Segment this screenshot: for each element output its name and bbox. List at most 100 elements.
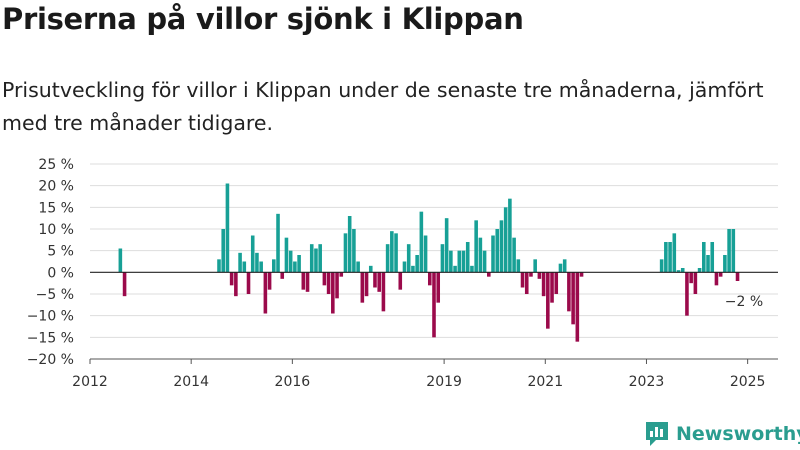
- bar: [512, 237, 516, 273]
- bar: [550, 272, 554, 303]
- bar: [491, 235, 495, 273]
- bar: [331, 272, 335, 314]
- bar: [659, 259, 664, 273]
- y-tick-label: −10 %: [27, 309, 74, 325]
- last-value-annotation: −2 %: [725, 294, 763, 310]
- newsworthy-logo: Newsworthy: [644, 420, 800, 448]
- bar: [356, 261, 360, 273]
- x-tick-label: 2014: [173, 374, 209, 390]
- bar: [567, 272, 571, 312]
- bar: [436, 272, 441, 303]
- bar: [288, 250, 293, 273]
- bar: [710, 242, 715, 273]
- bar: [360, 272, 365, 303]
- bar: [373, 272, 377, 288]
- bar: [314, 248, 318, 273]
- bar: [702, 242, 706, 273]
- bar: [368, 265, 373, 273]
- bar: [427, 272, 432, 286]
- bar: [394, 233, 398, 273]
- bar: [503, 207, 508, 273]
- bar: [482, 250, 487, 273]
- bar: [238, 252, 242, 273]
- y-tick-label: 15 %: [38, 200, 74, 216]
- bar: [280, 272, 285, 279]
- bar: [693, 272, 698, 294]
- bar: [377, 272, 381, 292]
- y-tick-label: 5 %: [47, 244, 74, 260]
- x-tick-label: 2019: [426, 374, 462, 390]
- y-tick-label: −15 %: [27, 330, 74, 346]
- bar: [558, 263, 563, 273]
- bar: [487, 272, 491, 277]
- bar: [499, 220, 504, 273]
- bar: [457, 250, 462, 273]
- y-axis-labels: 25 % 20 % 15 % 10 % 5 % 0 % −5 % −10 % −15 % −20 …: [27, 157, 74, 368]
- x-tick-label: 2016: [275, 374, 311, 390]
- bar: [118, 248, 123, 273]
- bar: [267, 272, 272, 290]
- bar: [727, 229, 731, 273]
- bar: [301, 272, 306, 290]
- bar: [263, 272, 268, 314]
- bar: [284, 237, 289, 273]
- bar: [508, 198, 512, 273]
- bar: [672, 233, 677, 273]
- bar: [364, 272, 369, 297]
- brand-name: Newsworthy: [676, 423, 800, 445]
- bar: [520, 272, 525, 288]
- newsworthy-icon: [646, 422, 668, 446]
- bar: [305, 272, 310, 292]
- bar: [217, 259, 221, 273]
- bar: [242, 261, 247, 273]
- bar: [541, 272, 546, 297]
- bar: [478, 237, 483, 273]
- bar: [402, 261, 407, 273]
- bar: [339, 272, 344, 277]
- bar: [385, 244, 390, 273]
- bar: [537, 272, 542, 279]
- bar: [470, 265, 474, 273]
- bar: [533, 259, 537, 273]
- bar: [461, 250, 466, 273]
- x-tick-label: 2012: [72, 374, 108, 390]
- bar: [575, 272, 580, 342]
- bar: [571, 272, 575, 325]
- y-tick-label: 20 %: [38, 179, 74, 195]
- bar: [398, 272, 403, 290]
- bar: [423, 235, 428, 273]
- bar: [293, 261, 297, 273]
- x-tick-label: 2021: [527, 374, 563, 390]
- x-axis-labels: 2012 2014 2016 2019 2021 2023 2025: [72, 359, 765, 390]
- bar: [714, 272, 719, 286]
- bar: [415, 255, 419, 273]
- bar: [229, 272, 234, 286]
- bar: [318, 244, 322, 273]
- y-tick-label: 25 %: [38, 157, 74, 173]
- bar: [529, 272, 533, 277]
- y-tick-label: 10 %: [38, 222, 74, 238]
- y-tick-label: −5 %: [36, 287, 74, 303]
- bar: [390, 231, 394, 273]
- bar: [449, 250, 453, 273]
- bar: [718, 272, 723, 277]
- x-tick-label: 2025: [730, 374, 766, 390]
- bar: [221, 229, 226, 273]
- bar: [524, 272, 529, 294]
- bar: [335, 272, 339, 299]
- bar: [676, 270, 681, 273]
- bar: [122, 272, 127, 297]
- chart-title: Priserna på villor sjönk i Klippan: [2, 2, 524, 36]
- bar: [309, 244, 314, 273]
- bar: [322, 272, 327, 286]
- bar: [453, 265, 457, 273]
- bar: [297, 255, 301, 273]
- bar: [689, 272, 693, 284]
- chart-subtitle: Prisutveckling för villor i Klippan unde…: [2, 78, 764, 135]
- bar: [554, 272, 559, 294]
- bar: [276, 213, 280, 273]
- bar: [343, 233, 348, 273]
- y-tick-label: −20 %: [27, 352, 74, 368]
- x-tick-label: 2023: [629, 374, 665, 390]
